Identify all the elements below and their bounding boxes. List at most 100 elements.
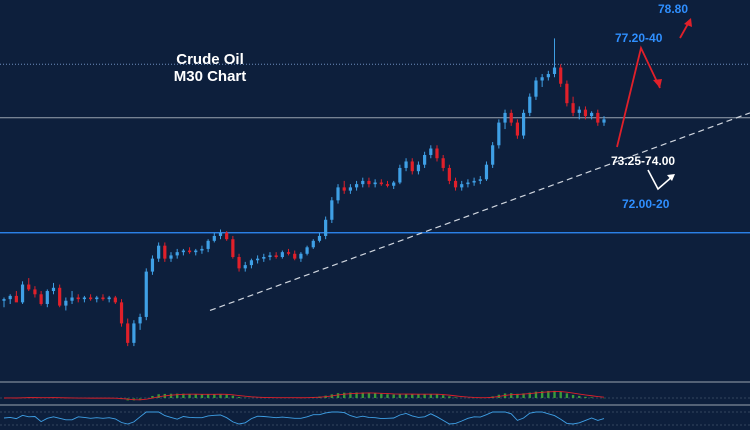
osc-bar	[429, 393, 433, 398]
level-label-73-25-74-00: 73.25-74.00	[611, 154, 675, 168]
osc-bar	[528, 392, 531, 398]
candle	[559, 64, 563, 87]
candle	[113, 295, 117, 304]
candle	[256, 255, 260, 264]
candle	[503, 109, 507, 130]
candle	[367, 177, 371, 188]
candle	[571, 96, 575, 117]
upside-target-arrow	[679, 18, 692, 39]
level-label-77-20-40: 77.20-40	[615, 31, 663, 45]
candle	[70, 291, 74, 304]
osc-bar	[448, 396, 451, 398]
candle	[509, 109, 513, 126]
candle	[64, 297, 68, 311]
candle	[132, 320, 136, 347]
candle	[299, 252, 303, 262]
candle	[157, 242, 161, 262]
candle	[33, 286, 37, 298]
candle	[88, 294, 93, 301]
candle	[546, 70, 550, 81]
candle	[286, 248, 291, 256]
candle	[8, 294, 12, 304]
candle	[515, 119, 520, 139]
candle	[169, 252, 173, 262]
osc-bar	[590, 397, 593, 398]
osc-bar	[435, 394, 439, 398]
osc-bar	[336, 393, 340, 398]
candle	[540, 74, 544, 87]
osc-bar	[423, 394, 426, 398]
candle	[293, 250, 297, 261]
candle	[27, 278, 31, 292]
chart-title-line1: Crude Oil	[176, 51, 244, 68]
osc-bar	[138, 398, 142, 401]
osc-bar	[441, 395, 445, 398]
candle	[317, 232, 322, 243]
candle	[441, 154, 445, 172]
candle	[243, 261, 247, 272]
candle	[330, 197, 334, 224]
candle	[324, 216, 328, 240]
candle	[76, 294, 80, 303]
osc-bar	[411, 394, 414, 398]
oscillator-signal-line	[3, 391, 605, 401]
osc-bar	[225, 394, 228, 398]
candle	[354, 180, 359, 191]
osc-bar	[516, 393, 519, 398]
osc-bar	[386, 394, 389, 398]
osc-bar	[231, 395, 235, 398]
candle	[200, 245, 204, 254]
osc-bar	[169, 393, 173, 398]
candle	[274, 252, 278, 259]
candle	[144, 268, 148, 321]
candle	[460, 180, 464, 191]
candle	[225, 231, 229, 241]
candle	[39, 291, 43, 306]
osc-bar	[367, 392, 371, 398]
candle	[231, 235, 235, 259]
candle	[212, 232, 216, 243]
osc-bar	[151, 395, 154, 398]
candle	[138, 313, 142, 330]
osc-bar	[547, 390, 550, 398]
candle	[478, 176, 482, 185]
candle	[342, 180, 346, 194]
candle	[150, 255, 155, 275]
candle	[181, 248, 185, 256]
level-label-72-00-20: 72.00-20	[622, 197, 670, 211]
candle	[187, 247, 192, 254]
bullish-projection-arrow	[616, 45, 662, 148]
osc-bar	[510, 393, 513, 398]
candle	[385, 180, 390, 188]
candlestick-series	[2, 38, 606, 347]
candle	[101, 294, 105, 301]
candle	[262, 253, 266, 262]
osc-bar	[237, 396, 241, 398]
second-indicator-panel	[0, 404, 750, 426]
osc-bar	[349, 392, 352, 398]
candle	[45, 289, 49, 308]
candle	[82, 295, 87, 303]
candle	[453, 177, 458, 191]
level-label-78-80: 78.80	[658, 2, 688, 16]
candle	[521, 109, 526, 139]
indicator-line	[3, 411, 605, 425]
candle	[311, 239, 315, 249]
osc-bar	[565, 393, 569, 398]
candle	[602, 116, 606, 126]
candle	[361, 177, 365, 188]
candle	[491, 142, 495, 168]
osc-bar	[404, 393, 408, 398]
candle	[305, 245, 309, 256]
candle	[497, 119, 501, 149]
bounce-arrow	[647, 169, 675, 191]
candle	[423, 151, 427, 168]
osc-bar	[398, 394, 402, 398]
candle	[583, 106, 588, 120]
osc-bar	[361, 392, 364, 398]
candle	[596, 109, 600, 126]
candle	[552, 38, 557, 78]
osc-bar	[417, 394, 420, 398]
